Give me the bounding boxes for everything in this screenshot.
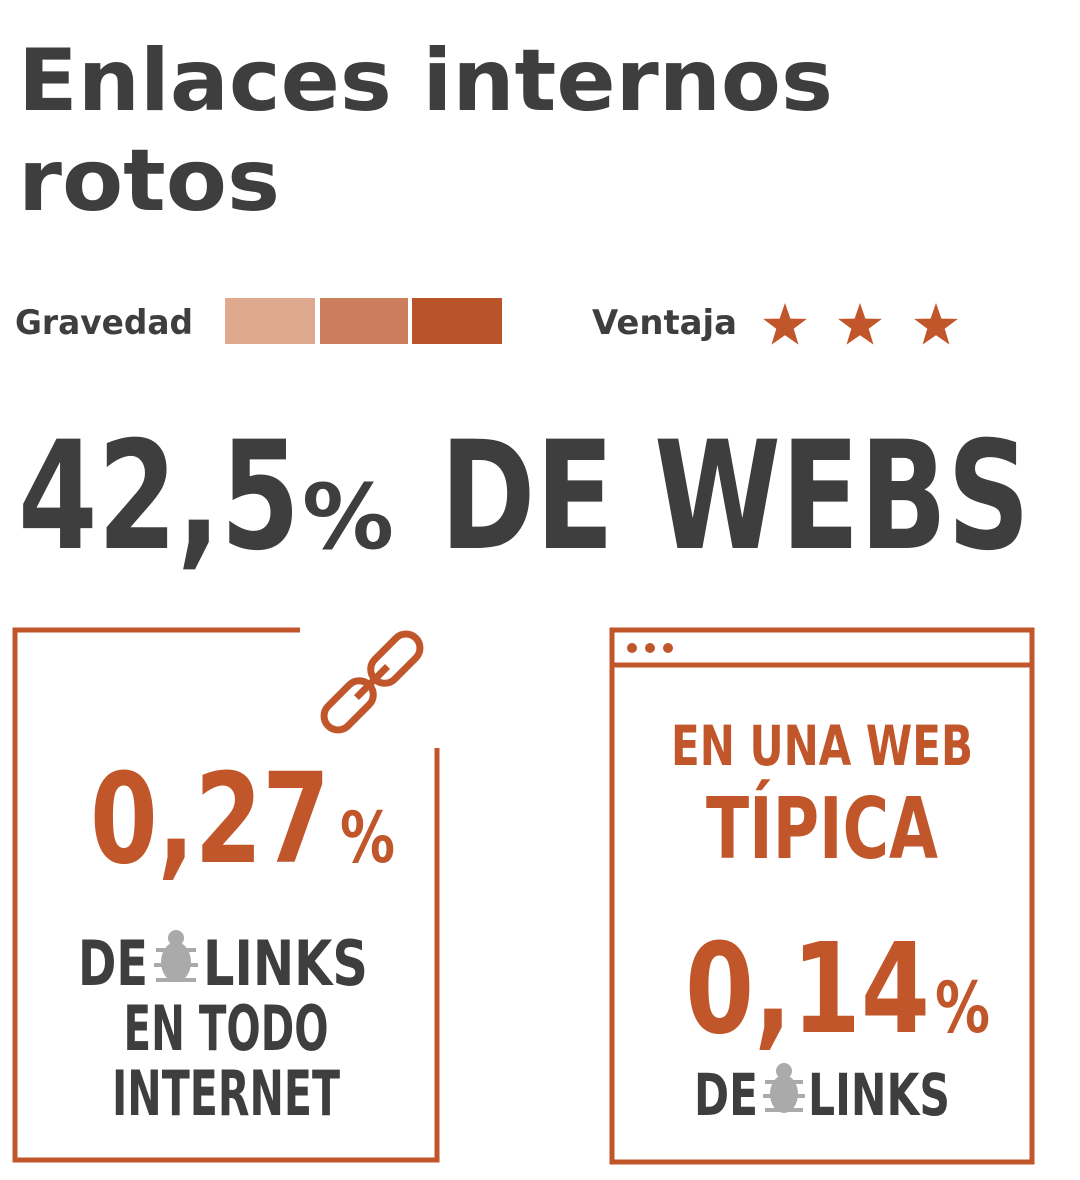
severity-bar xyxy=(412,298,502,344)
caption: LINKS xyxy=(203,927,368,1000)
caption: EN TODO xyxy=(124,992,329,1065)
stat-number: 0,14 xyxy=(685,917,930,1062)
stat-unit: % xyxy=(340,797,395,879)
headline-text: DE WEBS xyxy=(440,410,1030,584)
severity-bar xyxy=(320,298,408,344)
caption: LINKS xyxy=(808,1061,950,1129)
severity-bar xyxy=(225,298,315,344)
headline-unit: % xyxy=(302,465,394,570)
stat-unit: % xyxy=(935,967,990,1049)
title: Enlaces internos xyxy=(18,31,833,131)
window-dots xyxy=(627,643,673,653)
severity-label: Gravedad xyxy=(15,303,193,343)
stat-number: 0,27 xyxy=(90,747,330,892)
advantage-label: Ventaja xyxy=(592,303,737,343)
bug-icon xyxy=(154,930,198,982)
caption: DE xyxy=(694,1061,758,1129)
card-heading: EN UNA WEB xyxy=(671,714,973,778)
card-heading: TÍPICA xyxy=(706,778,938,879)
chain-icon xyxy=(320,630,424,734)
card-frame xyxy=(609,627,1035,1165)
stars xyxy=(763,303,958,345)
headline-number: 42,5 xyxy=(18,410,300,584)
caption: DE xyxy=(78,927,148,1000)
title: rotos xyxy=(18,131,280,231)
bug-icon xyxy=(763,1063,805,1113)
caption: INTERNET xyxy=(112,1057,340,1130)
card-frame xyxy=(12,627,440,1163)
